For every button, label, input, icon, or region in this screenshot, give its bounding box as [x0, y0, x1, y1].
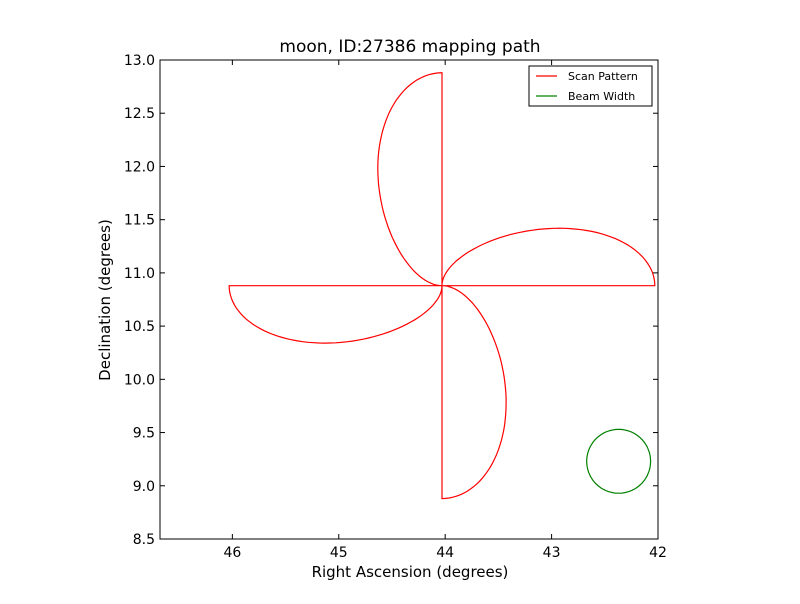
y-axis-label: Declination (degrees) [96, 219, 114, 381]
x-tick-label: 43 [543, 545, 561, 561]
y-tick-label: 8.5 [133, 532, 155, 548]
y-tick-label: 10.0 [124, 372, 155, 388]
x-tick-label: 42 [649, 545, 667, 561]
y-axis: 8.5 9.0 9.5 10.0 10.5 11.0 11.5 12.0 12.5 13.0 [124, 53, 658, 548]
y-tick-label: 10.5 [124, 319, 155, 335]
y-tick-label: 9.0 [133, 479, 155, 495]
y-tick-label: 9.5 [133, 426, 155, 442]
y-tick-label: 13.0 [124, 53, 155, 69]
legend-label-scan-pattern: Scan Pattern [568, 70, 638, 83]
plot-area-group [159, 59, 659, 540]
y-tick-label: 12.5 [124, 106, 155, 122]
series-beam-width [586, 428, 652, 494]
x-axis: 46 45 44 43 42 [223, 60, 667, 561]
legend: Scan Pattern Beam Width [528, 65, 653, 107]
chart-title: moon, ID:27386 mapping path [279, 37, 540, 57]
plot-frame [159, 59, 659, 540]
y-tick-label: 11.5 [124, 213, 155, 229]
plot-area [160, 60, 658, 539]
series-layer [228, 72, 656, 500]
x-tick-label: 45 [330, 545, 348, 561]
y-tick-label: 11.0 [124, 266, 155, 282]
legend-box [528, 65, 653, 107]
series-scan-pattern [228, 72, 656, 500]
x-tick-label: 46 [223, 545, 241, 561]
legend-label-beam-width: Beam Width [568, 90, 635, 103]
x-axis-label: Right Ascension (degrees) [312, 563, 509, 581]
y-tick-label: 12.0 [124, 159, 155, 175]
x-tick-label: 44 [436, 545, 454, 561]
